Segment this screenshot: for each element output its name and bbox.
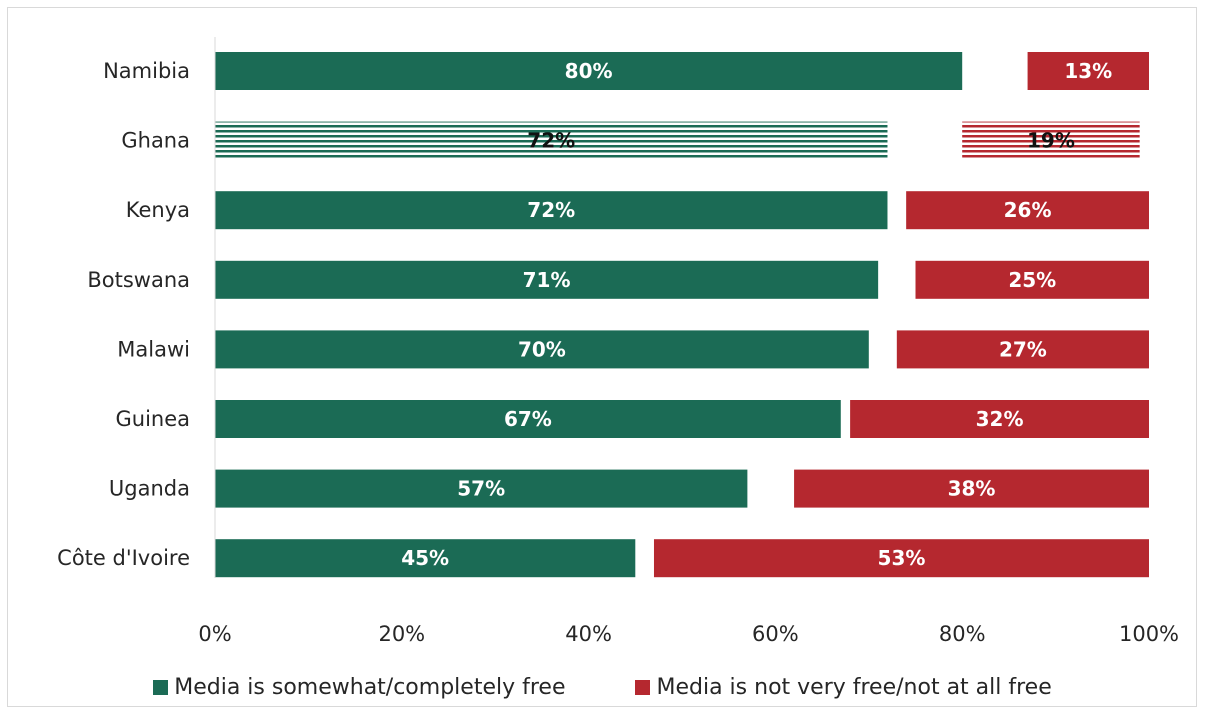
category-label-c-te-d-ivoire: Côte d'Ivoire — [57, 546, 190, 570]
x-tick-label: 0% — [198, 622, 231, 646]
legend-label-free: Media is somewhat/completely free — [174, 674, 566, 700]
bar-free-kenya — [215, 191, 888, 230]
bar-not-free-namibia — [1027, 52, 1149, 90]
data-label-free-uganda: 57% — [457, 477, 505, 501]
data-label-free-namibia: 80% — [565, 59, 613, 83]
category-label-namibia: Namibia — [103, 59, 190, 83]
legend-label-not-free: Media is not very free/not at all free — [656, 674, 1052, 700]
data-label-not-free-kenya: 26% — [1004, 198, 1052, 222]
data-label-not-free-malawi: 27% — [999, 337, 1047, 361]
data-label-not-free-guinea: 32% — [976, 407, 1024, 431]
x-tick-label: 60% — [752, 622, 799, 646]
data-label-free-guinea: 67% — [504, 407, 552, 431]
data-label-free-ghana: 72% — [527, 129, 575, 153]
bar-free-ghana — [215, 121, 888, 160]
data-label-not-free-c-te-d-ivoire: 53% — [878, 546, 926, 570]
bar-not-free-ghana — [962, 121, 1140, 160]
legend: Media is somewhat/completely free Media … — [0, 670, 1205, 704]
category-label-ghana: Ghana — [121, 129, 190, 153]
legend-item-not-free: Media is not very free/not at all free — [635, 674, 1052, 700]
category-label-uganda: Uganda — [109, 477, 190, 501]
data-label-free-botswana: 71% — [523, 268, 571, 292]
category-label-malawi: Malawi — [117, 337, 190, 361]
bar-free-malawi — [215, 330, 869, 369]
legend-item-free: Media is somewhat/completely free — [153, 675, 565, 700]
data-label-not-free-ghana: 19% — [1027, 129, 1075, 153]
bar-not-free-guinea — [850, 400, 1149, 438]
bar-not-free-botswana — [915, 260, 1149, 299]
data-label-free-kenya: 72% — [527, 198, 575, 222]
category-label-kenya: Kenya — [126, 198, 190, 222]
bar-free-botswana — [215, 260, 879, 299]
bar-free-namibia — [215, 52, 963, 90]
x-tick-label: 20% — [378, 622, 425, 646]
bar-free-uganda — [215, 469, 748, 508]
data-label-not-free-uganda: 38% — [948, 477, 996, 501]
bar-not-free-malawi — [896, 330, 1149, 369]
data-label-free-c-te-d-ivoire: 45% — [401, 546, 449, 570]
bar-free-guinea — [215, 400, 841, 438]
data-label-free-malawi: 70% — [518, 337, 566, 361]
bar-free-c-te-d-ivoire — [215, 539, 636, 578]
category-label-botswana: Botswana — [87, 268, 190, 292]
bar-not-free-c-te-d-ivoire — [653, 539, 1149, 578]
data-label-not-free-botswana: 25% — [1008, 268, 1056, 292]
bar-chart: 80% 13% 72% 19% 72% 26% 71% 25% 70% 27% 67% 32% 57% 3… — [57, 37, 1179, 646]
x-tick-label: 100% — [1119, 622, 1179, 646]
data-label-not-free-namibia: 13% — [1064, 59, 1112, 83]
x-tick-label: 40% — [565, 622, 612, 646]
bar-not-free-uganda — [794, 469, 1149, 508]
legend-swatch-free — [153, 679, 169, 695]
category-label-guinea: Guinea — [115, 407, 190, 431]
legend-swatch-not-free — [635, 679, 651, 695]
x-tick-label: 80% — [939, 622, 986, 646]
bar-not-free-kenya — [906, 191, 1149, 230]
